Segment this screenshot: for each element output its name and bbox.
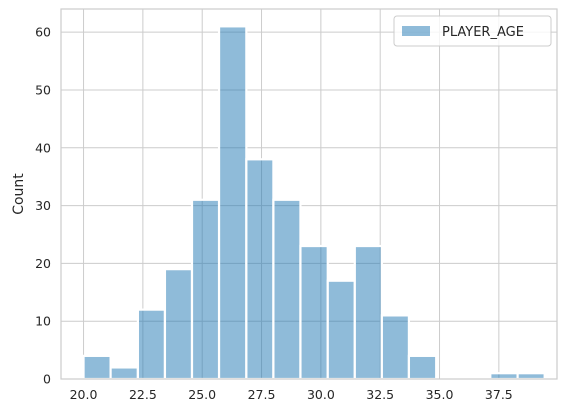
histogram-bar <box>245 158 275 381</box>
x-tick-label: 35.0 <box>426 387 454 402</box>
histogram-bar <box>190 198 221 381</box>
y-tick-label: 60 <box>35 25 51 40</box>
histogram-bar <box>489 372 519 381</box>
x-tick-label: 20.0 <box>70 387 98 402</box>
y-tick-label: 20 <box>35 256 51 271</box>
histogram-bar <box>299 244 329 381</box>
y-tick-label: 40 <box>35 140 51 155</box>
histogram-bar <box>326 279 356 381</box>
x-tick-label: 25.0 <box>188 387 216 402</box>
legend-label-player-age: PLAYER_AGE <box>442 25 524 40</box>
histogram-bar <box>272 198 302 381</box>
y-tick-label: 10 <box>35 314 51 329</box>
y-axis-title: Count <box>11 173 27 215</box>
x-tick-label: 37.5 <box>485 387 513 402</box>
histogram-bar <box>217 25 248 381</box>
x-axis-tick-labels: 20.0 22.5 25.0 27.5 30.0 32.5 35.0 37.5 <box>70 387 513 402</box>
legend: PLAYER_AGE <box>393 15 552 47</box>
histogram-bar <box>82 354 112 381</box>
x-tick-label: 22.5 <box>129 387 157 402</box>
y-tick-label: 30 <box>35 198 51 213</box>
histogram-bar <box>407 354 438 381</box>
axes-spines <box>60 8 558 380</box>
x-tick-label: 32.5 <box>366 387 394 402</box>
legend-swatch-player-age <box>402 26 430 36</box>
y-tick-label: 50 <box>35 82 51 97</box>
histogram-bar <box>516 372 546 381</box>
legend-box <box>393 15 552 47</box>
histogram-bar <box>163 268 194 381</box>
y-axis-tick-labels: 0 10 20 30 40 50 60 <box>35 25 51 387</box>
plot-area <box>60 8 558 381</box>
x-tick-label: 27.5 <box>248 387 276 402</box>
histogram-bar <box>136 308 167 381</box>
axes-frame <box>60 8 558 380</box>
histogram-bar <box>380 314 411 381</box>
x-tick-label: 30.0 <box>307 387 335 402</box>
histogram-bar <box>109 366 139 381</box>
y-tick-label: 0 <box>43 372 51 387</box>
histogram-bar <box>353 244 383 381</box>
